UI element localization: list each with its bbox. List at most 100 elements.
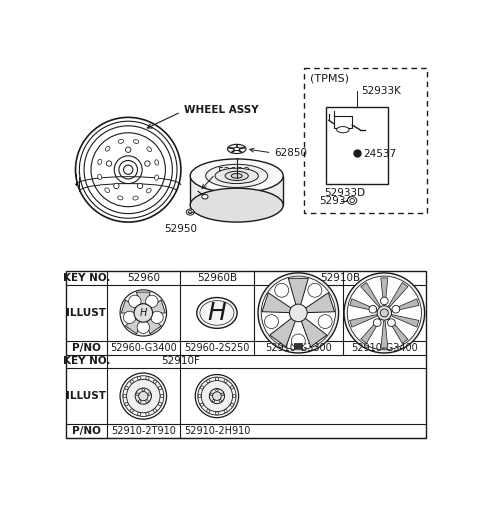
Ellipse shape	[118, 196, 123, 200]
Bar	[326, 107, 388, 184]
Ellipse shape	[275, 283, 288, 297]
Ellipse shape	[133, 196, 138, 200]
Bar	[66, 271, 426, 438]
Ellipse shape	[190, 188, 283, 222]
Ellipse shape	[380, 309, 388, 317]
Ellipse shape	[134, 304, 153, 322]
Ellipse shape	[289, 304, 307, 322]
Polygon shape	[136, 292, 150, 308]
Text: 52960-G3400: 52960-G3400	[110, 343, 177, 352]
Ellipse shape	[138, 412, 141, 416]
Ellipse shape	[206, 164, 268, 187]
Ellipse shape	[125, 147, 131, 152]
Ellipse shape	[197, 298, 237, 328]
Ellipse shape	[105, 147, 110, 151]
Ellipse shape	[137, 183, 143, 189]
Text: H: H	[140, 308, 147, 318]
Polygon shape	[190, 176, 283, 205]
Polygon shape	[262, 293, 292, 313]
Ellipse shape	[146, 412, 149, 416]
Ellipse shape	[155, 160, 159, 165]
Ellipse shape	[308, 283, 322, 297]
Ellipse shape	[381, 297, 388, 305]
Ellipse shape	[146, 377, 149, 380]
Ellipse shape	[145, 295, 158, 308]
Ellipse shape	[200, 386, 204, 389]
Ellipse shape	[202, 195, 208, 199]
Ellipse shape	[123, 311, 136, 324]
Text: WHEEL ASSY: WHEEL ASSY	[184, 105, 259, 115]
Text: 52950: 52950	[164, 224, 197, 234]
Text: 52910-2T910: 52910-2T910	[111, 426, 176, 436]
Ellipse shape	[377, 306, 392, 320]
Ellipse shape	[216, 389, 218, 392]
Ellipse shape	[207, 410, 210, 413]
Polygon shape	[392, 315, 419, 327]
Text: 52910-G3300: 52910-G3300	[265, 343, 332, 352]
Text: 52960: 52960	[127, 273, 160, 283]
Ellipse shape	[120, 373, 167, 419]
Ellipse shape	[120, 290, 167, 336]
Ellipse shape	[186, 209, 194, 215]
Ellipse shape	[138, 377, 141, 380]
Ellipse shape	[200, 403, 204, 406]
Ellipse shape	[350, 199, 355, 202]
Polygon shape	[301, 317, 327, 347]
Text: 62850: 62850	[274, 148, 307, 158]
Ellipse shape	[212, 399, 215, 402]
Ellipse shape	[147, 147, 152, 152]
Bar	[294, 343, 302, 348]
Ellipse shape	[153, 380, 156, 383]
Ellipse shape	[129, 295, 141, 308]
Ellipse shape	[201, 381, 233, 412]
Text: 52960B: 52960B	[197, 273, 237, 283]
Ellipse shape	[209, 389, 225, 404]
Ellipse shape	[221, 393, 224, 395]
Bar	[334, 116, 352, 128]
Ellipse shape	[190, 159, 283, 193]
Ellipse shape	[148, 393, 151, 395]
Bar	[304, 68, 427, 213]
Ellipse shape	[151, 311, 163, 324]
Polygon shape	[350, 299, 377, 311]
Ellipse shape	[231, 173, 242, 178]
Ellipse shape	[369, 305, 377, 313]
Text: KEY NO.: KEY NO.	[63, 357, 110, 366]
Ellipse shape	[224, 380, 227, 383]
Ellipse shape	[135, 388, 152, 404]
Ellipse shape	[160, 395, 164, 398]
Ellipse shape	[207, 380, 210, 383]
Ellipse shape	[137, 321, 149, 333]
Polygon shape	[270, 317, 296, 347]
Polygon shape	[361, 282, 380, 307]
Ellipse shape	[105, 188, 109, 192]
Ellipse shape	[387, 319, 396, 327]
Ellipse shape	[210, 393, 213, 395]
Text: 24537: 24537	[363, 149, 396, 159]
Ellipse shape	[123, 376, 164, 416]
Ellipse shape	[125, 402, 128, 406]
Ellipse shape	[123, 395, 126, 398]
Ellipse shape	[373, 319, 381, 327]
Ellipse shape	[98, 174, 102, 180]
Ellipse shape	[291, 334, 305, 348]
Ellipse shape	[344, 273, 425, 353]
Polygon shape	[125, 316, 142, 334]
Text: 52933K: 52933K	[360, 86, 401, 96]
Ellipse shape	[125, 386, 128, 390]
Polygon shape	[388, 282, 408, 307]
Ellipse shape	[158, 402, 162, 406]
Ellipse shape	[200, 301, 234, 325]
Ellipse shape	[142, 389, 144, 391]
Ellipse shape	[261, 276, 336, 350]
Ellipse shape	[188, 211, 192, 214]
Ellipse shape	[146, 400, 148, 402]
Ellipse shape	[348, 197, 357, 204]
Ellipse shape	[225, 171, 248, 181]
Polygon shape	[350, 315, 377, 327]
Ellipse shape	[144, 161, 150, 166]
Ellipse shape	[107, 161, 112, 166]
Ellipse shape	[98, 159, 102, 165]
Text: KEY NO.: KEY NO.	[63, 273, 110, 283]
Text: 52910F: 52910F	[161, 357, 200, 366]
